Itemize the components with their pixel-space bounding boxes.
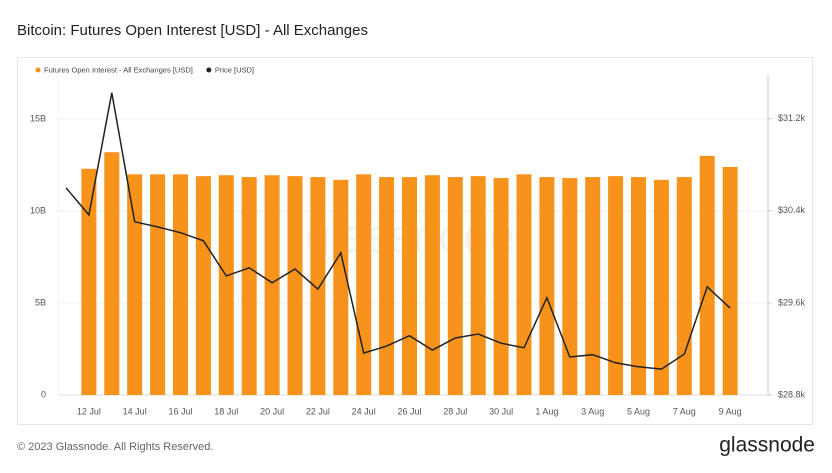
x-tick-label: 18 Jul xyxy=(214,406,238,416)
y-tick-label: 10B xyxy=(30,205,46,215)
bar xyxy=(104,152,120,395)
bar xyxy=(379,177,395,395)
bar xyxy=(424,175,440,395)
price-line xyxy=(65,92,731,370)
x-tick-label: 12 Jul xyxy=(77,406,101,416)
legend-label: Futures Open Interest - All Exchanges [U… xyxy=(44,65,193,74)
x-tick-label: 22 Jul xyxy=(306,406,330,416)
bar xyxy=(585,177,601,395)
x-tick-label: 28 Jul xyxy=(443,406,467,416)
bar xyxy=(447,177,463,395)
x-tick-label: 1 Aug xyxy=(535,406,558,416)
y-tick-label: 15B xyxy=(30,114,46,124)
bar xyxy=(676,177,692,395)
bar xyxy=(264,175,280,395)
x-tick-label: 7 Aug xyxy=(673,406,696,416)
y2-tick-label: $30.4k xyxy=(778,205,806,215)
bar xyxy=(539,177,555,395)
x-tick-label: 20 Jul xyxy=(260,406,284,416)
x-tick-label: 5 Aug xyxy=(627,406,650,416)
bar xyxy=(127,174,143,395)
legend-marker xyxy=(35,67,41,73)
bar xyxy=(173,174,188,395)
y-tick-label: 5B xyxy=(35,297,46,307)
legend-marker xyxy=(206,67,212,73)
x-tick-label: 24 Jul xyxy=(352,406,376,416)
bar xyxy=(241,177,257,395)
y2-tick-label: $29.6k xyxy=(778,297,806,307)
bar xyxy=(333,179,349,395)
bar xyxy=(653,179,669,395)
bar xyxy=(195,176,211,395)
bar xyxy=(150,174,166,395)
legend-label: Price [USD] xyxy=(215,65,254,74)
bar xyxy=(631,177,646,395)
x-tick-label: 30 Jul xyxy=(489,406,513,416)
x-tick-label: 16 Jul xyxy=(168,406,192,416)
bar xyxy=(562,177,578,395)
bar xyxy=(218,175,234,395)
bar xyxy=(493,177,509,395)
bar xyxy=(699,155,715,395)
y-tick-label: 0 xyxy=(41,389,46,399)
y2-tick-label: $28.8k xyxy=(778,389,806,399)
x-tick-label: 14 Jul xyxy=(123,406,147,416)
x-tick-label: 9 Aug xyxy=(719,406,742,416)
bar xyxy=(722,166,738,395)
bar xyxy=(356,174,372,395)
bar xyxy=(402,177,417,395)
logo: glassnode xyxy=(719,434,815,457)
bar xyxy=(81,168,97,395)
x-tick-label: 26 Jul xyxy=(397,406,421,416)
bar xyxy=(608,176,624,395)
footer: © 2023 Glassnode. All Rights Reserved. xyxy=(17,441,213,453)
y2-tick-label: $31.2k xyxy=(778,113,806,123)
chart-frame xyxy=(17,57,813,425)
bar xyxy=(516,174,532,395)
chart-title: Bitcoin: Futures Open Interest [USD] - A… xyxy=(17,22,368,39)
x-tick-label: 3 Aug xyxy=(581,406,604,416)
bar xyxy=(310,177,326,395)
bar xyxy=(470,176,486,395)
bar xyxy=(287,176,303,395)
